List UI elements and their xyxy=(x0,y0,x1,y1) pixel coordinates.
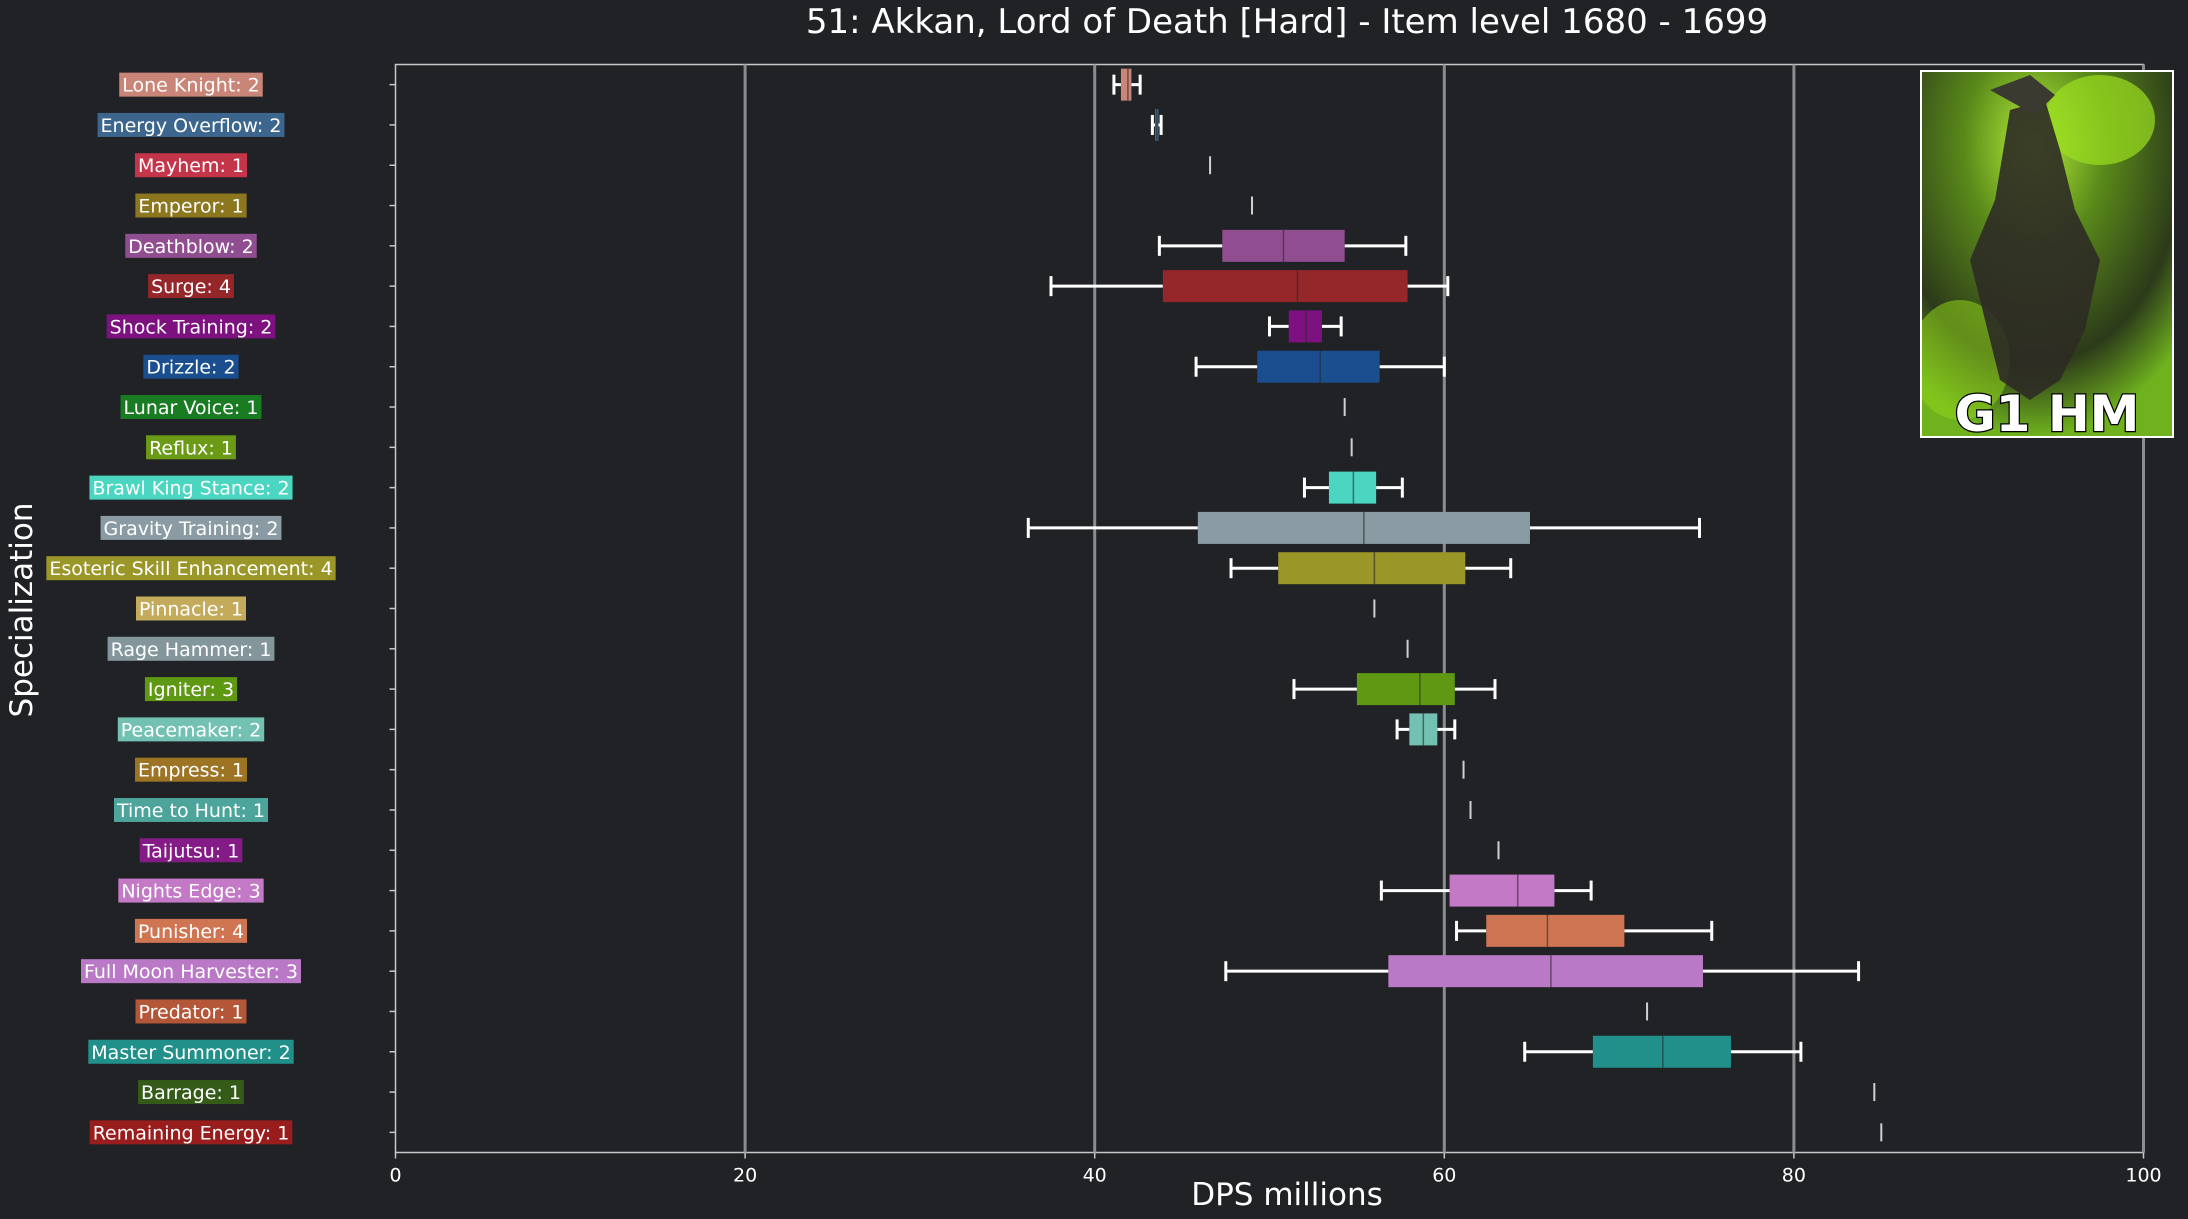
box-20 xyxy=(1379,874,1593,907)
box-21 xyxy=(1455,914,1714,947)
category-label-bg xyxy=(89,475,293,500)
badge-label: G1 HM xyxy=(1955,385,2140,443)
iqr-box xyxy=(1278,552,1466,585)
category-label-bg xyxy=(113,797,269,822)
category-label: Rage Hammer: 1 xyxy=(111,639,272,661)
category-label-bg xyxy=(107,636,275,661)
category-label: Energy Overflow: 2 xyxy=(101,115,282,137)
category-label-bg xyxy=(136,596,246,621)
category-label-bg xyxy=(138,1080,244,1105)
boxes xyxy=(1026,68,1883,1142)
iqr-box xyxy=(1288,310,1322,343)
category-label: Mayhem: 1 xyxy=(138,155,244,177)
category-label: Drizzle: 2 xyxy=(146,357,235,379)
category-label-bg xyxy=(81,959,301,984)
category-label-bg xyxy=(134,153,248,178)
category-label: Barrage: 1 xyxy=(141,1082,241,1104)
box-22 xyxy=(1224,955,1861,988)
category-label: Deathblow: 2 xyxy=(128,236,253,258)
category-label-bg xyxy=(88,1039,294,1064)
iqr-box xyxy=(1328,471,1377,504)
iqr-box xyxy=(1257,350,1380,383)
category-label: Time to Hunt: 1 xyxy=(116,800,265,822)
box-12 xyxy=(1229,552,1513,585)
chart-title: 51: Akkan, Lord of Death [Hard] - Item l… xyxy=(806,2,1768,42)
box-6 xyxy=(1268,310,1343,343)
iqr-box xyxy=(1120,68,1132,101)
x-axis-ticks: 0 20 40 60 80 100 xyxy=(389,1152,2162,1187)
category-label-bg xyxy=(89,1120,293,1145)
y-axis-label: Specialization xyxy=(4,503,40,718)
category-label: Esoteric Skill Enhancement: 4 xyxy=(49,558,332,580)
iqr-box xyxy=(1356,673,1455,706)
category-label-bg xyxy=(134,918,248,943)
box-10 xyxy=(1302,471,1404,504)
category-label-bg xyxy=(148,274,234,299)
x-axis-label: DPS millions xyxy=(1191,1177,1383,1213)
category-label: Master Summoner: 2 xyxy=(91,1042,290,1064)
category-label-bg xyxy=(135,193,247,218)
category-label: Nights Edge: 3 xyxy=(121,881,260,903)
category-label-bg xyxy=(106,314,276,339)
x-tick-label: 80 xyxy=(1782,1165,1806,1187)
category-label: Igniter: 3 xyxy=(148,679,234,701)
box-7 xyxy=(1194,350,1446,383)
category-labels: Lone Knight: 2 Energy Overflow: 2 Mayhem: … xyxy=(46,72,396,1145)
category-label-bg xyxy=(97,112,285,137)
box-5 xyxy=(1049,270,1450,303)
box-15 xyxy=(1292,673,1497,706)
x-tick-label: 60 xyxy=(1432,1165,1456,1187)
boss-badge: G1 HM xyxy=(1920,70,2174,444)
category-label-bg xyxy=(135,999,247,1024)
category-label: Peacemaker: 2 xyxy=(121,719,261,741)
category-label-bg xyxy=(146,435,236,460)
category-label: Remaining Energy: 1 xyxy=(93,1122,290,1144)
category-label-bg xyxy=(135,757,247,782)
category-label: Punisher: 4 xyxy=(138,921,244,943)
iqr-box xyxy=(1486,914,1625,947)
iqr-box xyxy=(1449,874,1555,907)
iqr-box xyxy=(1162,270,1408,303)
boss-figure-icon xyxy=(1970,100,2100,400)
category-label: Full Moon Harvester: 3 xyxy=(84,961,298,983)
box-0 xyxy=(1112,68,1142,101)
category-label-bg xyxy=(120,395,262,420)
box-24 xyxy=(1523,1035,1803,1068)
category-label-bg xyxy=(125,233,257,258)
category-label: Shock Training: 2 xyxy=(110,316,273,338)
category-label: Reflux: 1 xyxy=(149,437,233,459)
x-tick-label: 100 xyxy=(2125,1165,2161,1187)
category-label-bg xyxy=(119,72,263,97)
category-label-bg xyxy=(117,717,265,742)
category-label-bg xyxy=(46,556,336,581)
category-label: Taijutsu: 1 xyxy=(142,840,240,862)
iqr-box xyxy=(1592,1035,1731,1068)
category-label: Lunar Voice: 1 xyxy=(124,397,259,419)
category-label-bg xyxy=(100,515,282,540)
category-label: Empress: 1 xyxy=(138,760,244,782)
category-label-bg xyxy=(144,677,238,702)
category-label: Predator: 1 xyxy=(139,1001,244,1023)
box-4 xyxy=(1157,229,1408,262)
category-label: Lone Knight: 2 xyxy=(122,75,260,97)
x-tick-label: 20 xyxy=(733,1165,757,1187)
category-label-bg xyxy=(139,838,243,863)
category-label: Pinnacle: 1 xyxy=(139,599,243,621)
category-label: Surge: 4 xyxy=(151,276,231,298)
category-label: Gravity Training: 2 xyxy=(104,518,279,540)
category-label-bg xyxy=(143,354,239,379)
plot-area xyxy=(394,63,2145,1154)
x-tick-label: 0 xyxy=(389,1165,401,1187)
box-16 xyxy=(1395,713,1457,746)
category-label: Brawl King Stance: 2 xyxy=(92,478,289,500)
box-11 xyxy=(1026,511,1702,544)
iqr-box xyxy=(1388,955,1704,988)
box-1 xyxy=(1150,108,1163,141)
category-label-bg xyxy=(118,878,264,903)
x-tick-label: 40 xyxy=(1083,1165,1107,1187)
category-label: Emperor: 1 xyxy=(138,196,243,218)
